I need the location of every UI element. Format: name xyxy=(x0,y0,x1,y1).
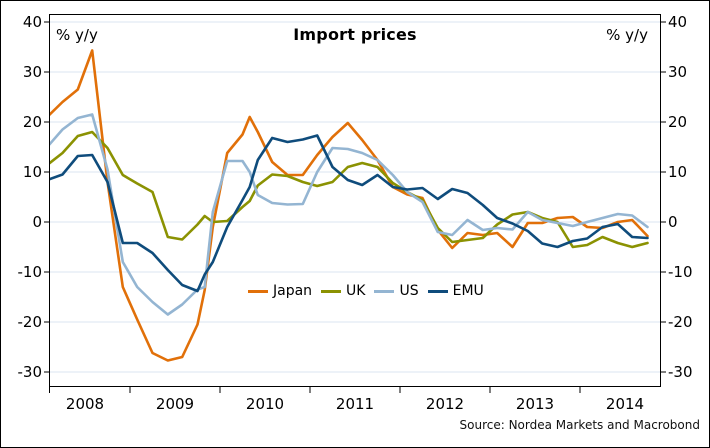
x-tick-label-2008: 2008 xyxy=(65,395,105,413)
y-tick-label-left: 20 xyxy=(22,113,42,131)
y-axis-unit-right: % y/y xyxy=(606,26,648,44)
legend-item-japan: Japan xyxy=(248,284,312,298)
legend-item-us: US xyxy=(374,283,419,299)
legend-swatch-emu xyxy=(427,289,448,293)
y-tick-label-right: -10 xyxy=(668,263,693,281)
chart-title: Import prices xyxy=(293,25,417,44)
legend-swatch-us xyxy=(374,289,395,293)
y-tick-label-right: 0 xyxy=(668,213,678,231)
y-tick-label-left: 0 xyxy=(32,213,42,231)
source-note: Source: Nordea Markets and Macrobond xyxy=(459,418,701,432)
series-line-uk xyxy=(49,130,649,249)
plot-border xyxy=(49,14,661,387)
legend-label-us: US xyxy=(399,283,419,299)
legend-item-uk: UK xyxy=(321,284,365,298)
y-tick-label-left: -10 xyxy=(17,263,43,281)
y-tick-label-right: -30 xyxy=(668,363,693,381)
series-line-japan xyxy=(49,49,649,362)
y-tick-label-right: 40 xyxy=(668,13,688,31)
y-tick-label-left: -30 xyxy=(17,363,43,381)
x-tick-label-2014: 2014 xyxy=(605,395,645,413)
legend: Japan UK US EMU xyxy=(248,282,484,300)
y-tick-label-left: -20 xyxy=(17,313,43,331)
y-tick-label-right: 20 xyxy=(668,113,688,131)
legend-swatch-japan xyxy=(248,289,268,293)
legend-label-japan: Japan xyxy=(273,283,313,299)
x-tick-label-2012: 2012 xyxy=(425,395,465,413)
y-tick-label-right: -20 xyxy=(668,313,693,331)
series-line-us xyxy=(49,113,649,316)
y-tick-label-left: 10 xyxy=(22,163,42,181)
x-tick-label-2013: 2013 xyxy=(515,395,555,413)
legend-label-emu: EMU xyxy=(452,283,484,299)
series-line-emu xyxy=(49,134,649,293)
y-axis-unit-left: % y/y xyxy=(56,26,98,44)
legend-swatch-uk xyxy=(321,289,342,293)
x-tick-label-2010: 2010 xyxy=(245,395,285,413)
y-tick-label-left: 40 xyxy=(22,13,42,31)
legend-label-uk: UK xyxy=(346,283,366,299)
x-tick-label-2009: 2009 xyxy=(155,395,195,413)
legend-item-emu: EMU xyxy=(427,283,484,299)
y-tick-label-left: 30 xyxy=(22,63,42,81)
y-tick-label-right: 30 xyxy=(668,63,688,81)
x-tick-label-2011: 2011 xyxy=(335,395,375,413)
y-tick-label-right: 10 xyxy=(668,163,688,181)
